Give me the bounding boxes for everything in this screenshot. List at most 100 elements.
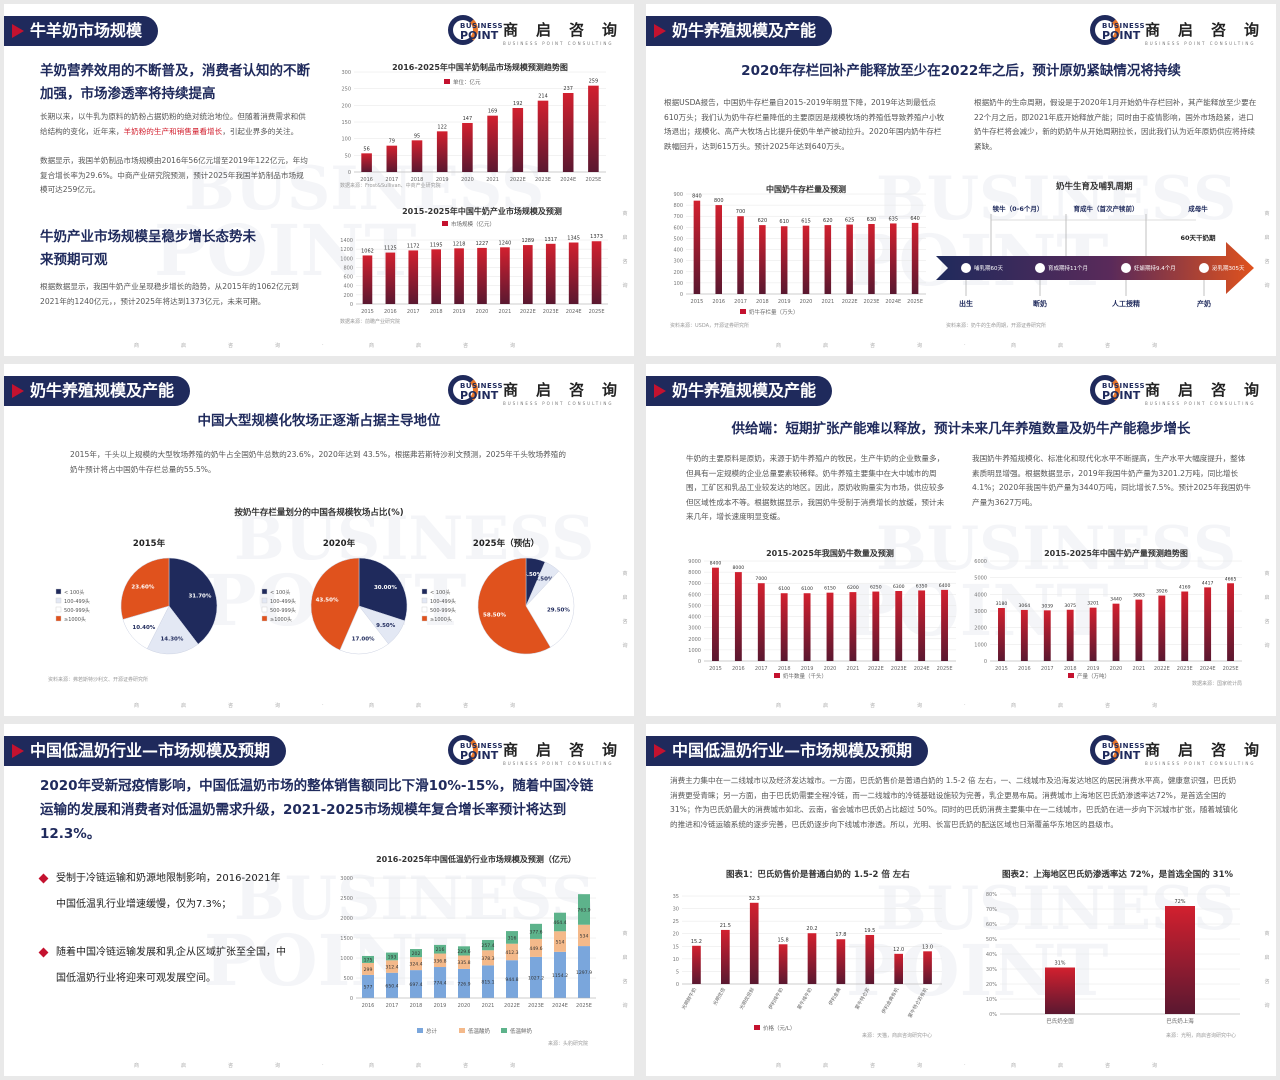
section-heading: 牛奶产业市场规模呈稳步增长态势未来预期可观 bbox=[40, 229, 256, 268]
legend-swatch bbox=[421, 606, 428, 613]
side-brand: 商启咨询 bbox=[622, 202, 628, 298]
x-tick-label: 2016 bbox=[712, 299, 725, 305]
data-label: 147 bbox=[463, 116, 473, 122]
bullet-point: 随着中国冷链运输发展和乳企从区域扩张至全国，中国低温奶行业将迎来可观发展空间。 bbox=[56, 940, 288, 992]
legend-label: 500-999头 bbox=[430, 607, 456, 614]
data-label: 6350 bbox=[916, 583, 928, 589]
source-note: 来源：天猫，商启咨询研究中心 bbox=[862, 1033, 933, 1039]
data-label: 412.3 bbox=[505, 950, 518, 956]
milestone-label: 产奶 bbox=[1197, 299, 1211, 308]
pie-title: 2015年 bbox=[133, 538, 166, 549]
data-label: 1125 bbox=[384, 246, 397, 252]
pie-slice bbox=[146, 605, 199, 655]
legend-swatch bbox=[501, 1028, 507, 1033]
bar bbox=[692, 945, 701, 984]
footer-brand: 商 启 咨 询 · 商 启 咨 询 bbox=[646, 342, 1276, 350]
legend-label: 低温酸奶 bbox=[468, 1027, 491, 1035]
legend-label: 100-499头 bbox=[270, 598, 296, 605]
bar bbox=[411, 140, 423, 172]
data-label: 214 bbox=[538, 94, 548, 100]
bar bbox=[868, 224, 875, 294]
y-tick-label: 40% bbox=[986, 952, 997, 958]
pie-slice bbox=[339, 605, 389, 655]
y-tick-label: 3000 bbox=[688, 626, 701, 632]
pie-title: 2025年（预估） bbox=[473, 538, 539, 549]
legend-swatch bbox=[55, 606, 62, 613]
slide-cow-herd-capacity: BUSINESS POINT 奶牛养殖规模及产能 BUSINESSPOINT商启… bbox=[646, 4, 1276, 356]
y-tick-label: 5000 bbox=[974, 576, 987, 582]
data-label: 335.8 bbox=[457, 960, 470, 966]
bar-segment bbox=[578, 894, 590, 925]
data-label: 3440 bbox=[1110, 597, 1122, 603]
x-tick-label: 2024E bbox=[1200, 666, 1216, 672]
data-label: 840 bbox=[692, 194, 702, 200]
legend-swatch bbox=[421, 615, 428, 622]
legend-label: 500-999头 bbox=[64, 607, 90, 614]
footer-char: 商 bbox=[369, 1063, 375, 1069]
body-text: 根据数据显示，我国牛奶产业呈现稳步增长的趋势，从2015年的1062亿元到202… bbox=[40, 282, 299, 306]
data-label: 615 bbox=[801, 219, 811, 225]
data-label: 1317 bbox=[544, 237, 557, 243]
data-label: 299 bbox=[364, 967, 373, 973]
bar bbox=[545, 243, 556, 304]
legend-label: < 100头 bbox=[270, 589, 290, 596]
y-tick-label: 50 bbox=[345, 153, 351, 159]
data-label: 122 bbox=[437, 124, 447, 130]
data-label: 6150 bbox=[824, 586, 836, 592]
data-label: 577 bbox=[364, 984, 373, 990]
x-tick-label: 蒙牛纯牛奶 bbox=[796, 986, 814, 1010]
slide-title: 中国低温奶行业—市场规模及预期 bbox=[646, 736, 929, 766]
pie-label: 5.50% bbox=[534, 577, 554, 583]
milestone-label: 人工授精 bbox=[1112, 299, 1140, 308]
x-tick-label: 2017 bbox=[1041, 666, 1054, 672]
bar bbox=[1020, 609, 1028, 661]
footer-brand: 商 启 咨 询 · 商 启 咨 询 bbox=[4, 702, 634, 710]
data-label: 1172 bbox=[407, 243, 420, 249]
bar bbox=[1227, 583, 1234, 661]
pie-slice bbox=[358, 557, 408, 622]
pie-label: 30.00% bbox=[374, 585, 397, 591]
x-tick-label: 2021 bbox=[821, 299, 834, 305]
data-label: 1195 bbox=[430, 242, 443, 248]
x-tick-label: 2025E bbox=[589, 309, 605, 315]
x-tick-label: 2024E bbox=[914, 666, 930, 672]
source-note: 数据来源：Frost&Sullivan、中商产业研究院 bbox=[340, 183, 441, 189]
y-tick-label: 0 bbox=[676, 982, 679, 988]
x-tick-label: 2021 bbox=[486, 177, 499, 183]
bar bbox=[757, 583, 765, 661]
bar-segment bbox=[386, 972, 398, 998]
slide-supply-side: BUSINESS POINT 奶牛养殖规模及产能 BUSINESS POINT 商启… bbox=[646, 364, 1276, 716]
x-tick-label: 蒙牛特仑苏有机 bbox=[906, 986, 929, 1019]
data-label: 4417 bbox=[1202, 580, 1214, 586]
footer-char: 启 bbox=[1058, 343, 1064, 349]
x-tick-label: 2025E bbox=[585, 177, 601, 183]
legend-label: 总计 bbox=[426, 1027, 438, 1035]
data-label: 1027.2 bbox=[528, 975, 544, 981]
bar-segment bbox=[506, 943, 518, 961]
y-tick-label: 600 bbox=[343, 275, 353, 281]
business-point-logo: BUSINESS POINT 商启咨询 BUSINESS POINT CONSULTI… bbox=[1090, 732, 1268, 772]
data-label: 800 bbox=[714, 198, 724, 204]
data-label: 21.5 bbox=[720, 923, 731, 929]
data-label: 72% bbox=[1174, 899, 1185, 905]
bar bbox=[715, 205, 722, 294]
bar bbox=[826, 592, 834, 661]
y-tick-label: 70% bbox=[986, 907, 997, 913]
source-note: 来源：光明，商启咨询研究中心 bbox=[1166, 1033, 1237, 1039]
y-tick-label: 250 bbox=[341, 87, 351, 93]
bar bbox=[923, 951, 932, 984]
x-tick-label: 光明鲜牛奶 bbox=[680, 986, 698, 1010]
side-char: 启 bbox=[622, 955, 628, 961]
pie-label: 14.30% bbox=[160, 637, 183, 643]
data-label: 56 bbox=[363, 146, 369, 152]
data-label: 625 bbox=[845, 218, 855, 224]
x-tick-label: 2023E bbox=[543, 309, 559, 315]
body-text: 牛奶的主要原料是原奶，来源于奶牛养殖户的牧民，生产牛奶的企业数量多，但具有一定规… bbox=[686, 454, 945, 521]
chart-title: 2015-2025年我国奶牛数量及预测 bbox=[766, 548, 894, 558]
bar bbox=[918, 590, 926, 661]
x-tick-label: 2023E bbox=[535, 177, 551, 183]
side-char: 询 bbox=[1264, 1003, 1270, 1009]
legend-swatch bbox=[421, 588, 428, 595]
side-char: 启 bbox=[1264, 235, 1270, 241]
